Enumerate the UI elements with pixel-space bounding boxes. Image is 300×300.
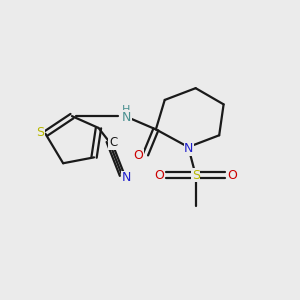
Text: O: O: [154, 169, 164, 182]
Text: S: S: [192, 169, 200, 182]
Text: N: N: [122, 110, 131, 124]
Text: H: H: [122, 105, 130, 115]
Text: O: O: [133, 149, 143, 162]
Text: N: N: [122, 172, 131, 184]
Text: N: N: [184, 142, 194, 155]
Text: S: S: [36, 126, 44, 139]
Text: C: C: [109, 136, 117, 149]
Text: O: O: [227, 169, 237, 182]
